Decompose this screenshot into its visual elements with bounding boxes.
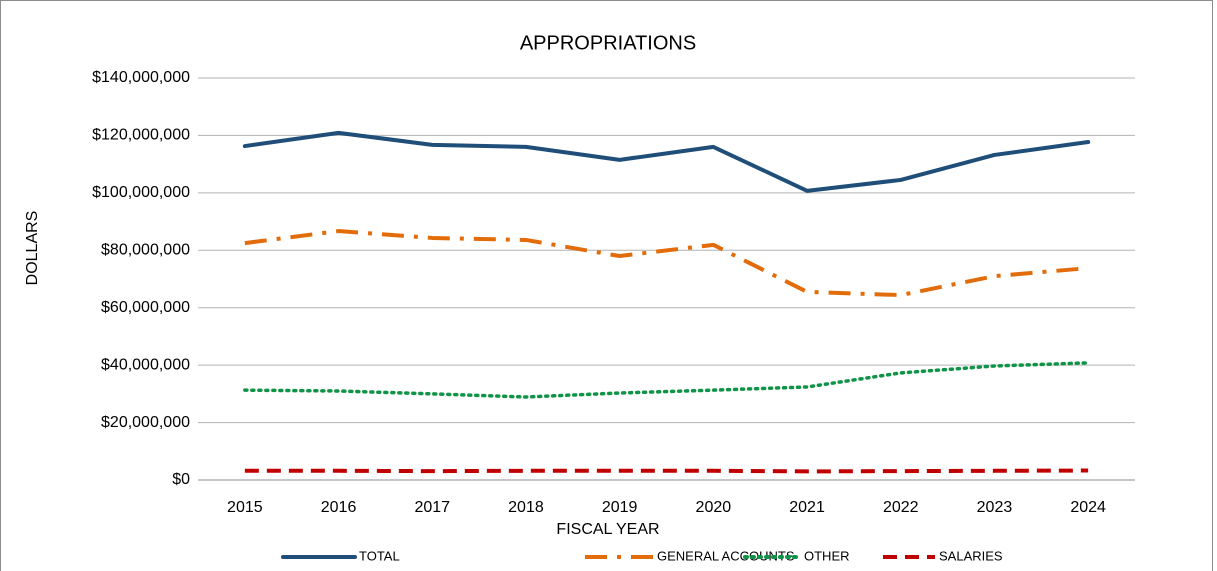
x-tick-label: 2024 xyxy=(1070,499,1106,516)
series-line xyxy=(244,229,1089,298)
legend-label: OTHER xyxy=(804,548,850,563)
y-tick-label: $120,000,000 xyxy=(92,127,190,144)
y-tick-label: $100,000,000 xyxy=(92,184,190,201)
y-tick-label: $20,000,000 xyxy=(101,414,190,431)
x-tick-label: 2015 xyxy=(227,499,263,516)
x-tick-label: 2020 xyxy=(696,499,732,516)
x-tick-label: 2022 xyxy=(883,499,919,516)
x-tick-label: 2018 xyxy=(508,499,544,516)
x-tick-label: 2017 xyxy=(414,499,450,516)
legend-label: SALARIES xyxy=(939,548,1003,563)
series-line xyxy=(244,468,1089,474)
y-tick-label: $40,000,000 xyxy=(101,356,190,373)
x-tick-label: 2023 xyxy=(977,499,1013,516)
y-tick-label: $60,000,000 xyxy=(101,299,190,316)
legend-label: TOTAL xyxy=(359,548,400,563)
series-line xyxy=(243,361,1090,399)
x-axis-label: FISCAL YEAR xyxy=(556,521,659,538)
y-axis-label: DOLLARS xyxy=(24,211,41,286)
x-tick-label: 2019 xyxy=(602,499,638,516)
y-tick-label: $80,000,000 xyxy=(101,242,190,259)
series-line xyxy=(242,130,1091,193)
x-tick-label: 2016 xyxy=(321,499,357,516)
y-tick-label: $0 xyxy=(172,471,190,488)
x-tick-label: 2021 xyxy=(789,499,825,516)
legend-label: GENERAL ACCOUNTS xyxy=(657,548,795,563)
chart-title: APPROPRIATIONS xyxy=(520,32,696,54)
y-tick-label: $140,000,000 xyxy=(92,69,190,86)
